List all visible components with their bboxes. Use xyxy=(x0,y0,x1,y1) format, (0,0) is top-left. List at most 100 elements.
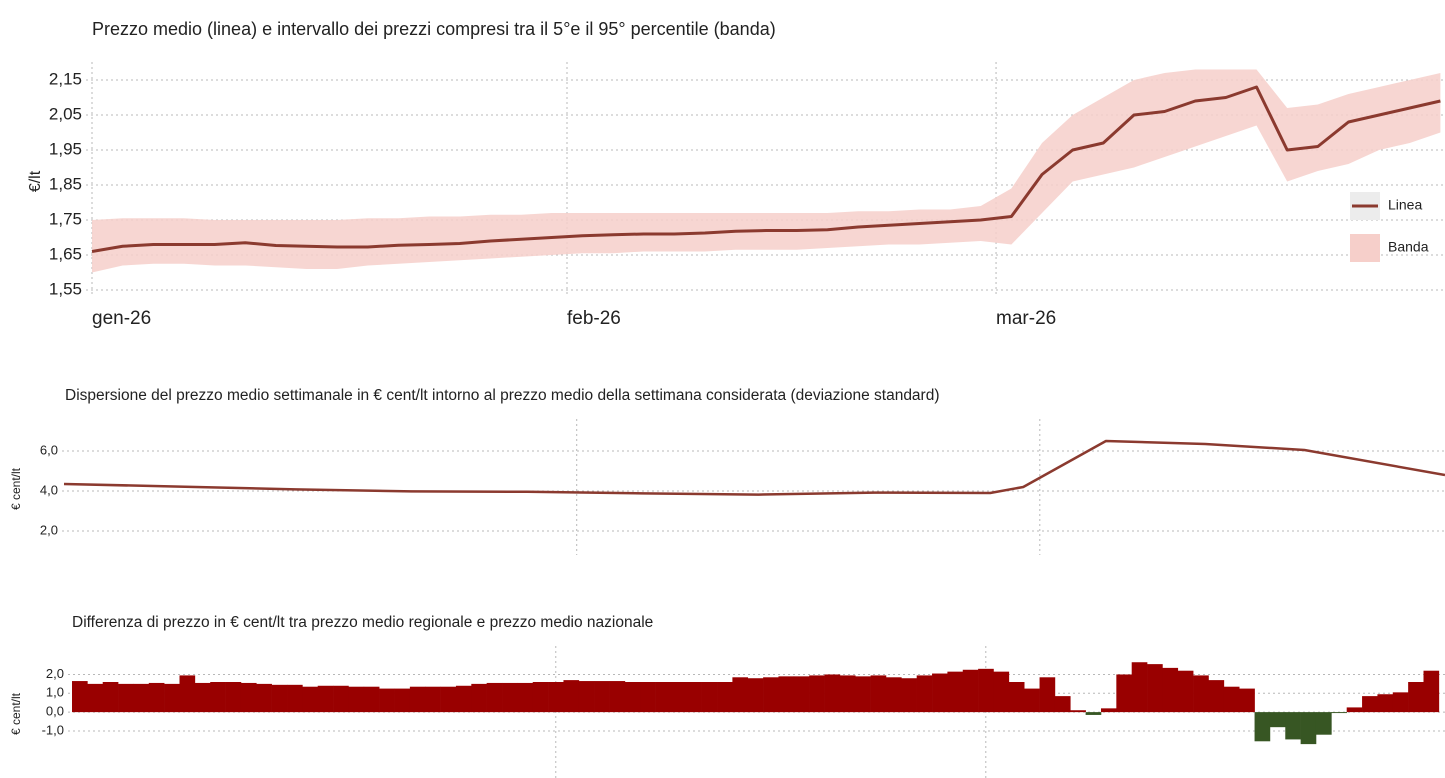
y-tick-label: 1,55 xyxy=(49,279,82,298)
bar xyxy=(1392,692,1409,713)
bar xyxy=(210,682,226,713)
bar xyxy=(256,683,272,713)
bar xyxy=(747,678,764,713)
y-axis-label: € cent/lt xyxy=(9,692,23,735)
bar xyxy=(1116,674,1132,713)
bar xyxy=(455,685,472,713)
bar xyxy=(793,676,810,713)
bar xyxy=(1346,707,1363,713)
bar xyxy=(1039,677,1056,713)
y-tick-label: 1,75 xyxy=(49,209,82,228)
line xyxy=(63,439,1445,496)
y-tick-label: 2,05 xyxy=(49,104,82,123)
y-tick-label: 2,0 xyxy=(40,522,58,537)
bar xyxy=(578,681,595,713)
bar xyxy=(686,682,702,713)
bar xyxy=(763,677,779,713)
legend-label: Banda xyxy=(1388,239,1429,255)
y-tick-label: 1,0 xyxy=(46,685,64,700)
y-tick-label: 1,85 xyxy=(49,174,82,193)
bar xyxy=(1269,712,1286,728)
bar xyxy=(409,686,426,713)
chart-title: Dispersione del prezzo medio settimanale… xyxy=(65,387,940,404)
bar xyxy=(271,684,288,713)
y-tick-label: 0,0 xyxy=(46,704,64,719)
bar xyxy=(317,685,334,713)
bar xyxy=(1070,710,1086,713)
bar xyxy=(1054,696,1071,713)
bar xyxy=(1362,696,1378,713)
y-tick-label: 1,95 xyxy=(49,139,82,158)
bar xyxy=(640,682,656,713)
chart-title: Differenza di prezzo in € cent/lt tra pr… xyxy=(72,614,653,631)
bar xyxy=(1193,675,1209,713)
bar xyxy=(885,677,902,713)
bar xyxy=(164,683,180,713)
bar xyxy=(563,680,580,713)
bar xyxy=(72,681,88,713)
bar xyxy=(839,675,856,713)
bar xyxy=(102,682,119,713)
bar xyxy=(717,682,733,713)
bar xyxy=(302,686,319,713)
bar xyxy=(333,685,349,713)
bar xyxy=(133,683,150,713)
x-tick-label: feb-26 xyxy=(567,308,621,329)
y-tick-label: -1,0 xyxy=(42,722,64,737)
bar xyxy=(394,688,411,713)
bar xyxy=(1208,680,1225,713)
bar xyxy=(932,673,948,713)
bar xyxy=(670,682,687,713)
bar xyxy=(594,681,610,713)
bar xyxy=(194,682,211,713)
bar xyxy=(824,674,841,713)
bar xyxy=(502,682,518,713)
bar xyxy=(993,671,1010,713)
y-tick-label: 6,0 xyxy=(40,442,58,457)
bar xyxy=(1315,712,1332,735)
bar xyxy=(1239,688,1255,713)
bar xyxy=(609,681,626,713)
bar xyxy=(148,682,165,713)
bar xyxy=(1008,682,1025,713)
bar xyxy=(348,686,365,713)
bar xyxy=(855,676,871,713)
bar xyxy=(87,683,104,713)
bar xyxy=(1177,670,1194,713)
bar xyxy=(1100,708,1117,713)
line xyxy=(91,85,1441,253)
bar xyxy=(532,682,549,713)
bar xyxy=(978,668,994,713)
bar xyxy=(1285,712,1301,740)
bar xyxy=(1085,712,1102,715)
legend-swatch xyxy=(1350,234,1380,262)
bar xyxy=(1300,712,1317,745)
bar xyxy=(732,677,749,713)
bar xyxy=(1131,662,1148,713)
bar xyxy=(901,678,917,713)
bar xyxy=(517,682,534,713)
x-tick-label: mar-26 xyxy=(996,308,1056,329)
bar xyxy=(1408,682,1424,713)
bar xyxy=(1024,688,1040,713)
y-tick-label: 2,15 xyxy=(49,69,82,88)
bar xyxy=(287,684,303,713)
bar xyxy=(471,683,487,713)
bar xyxy=(363,686,380,713)
bar xyxy=(1162,667,1179,713)
x-tick-label: gen-26 xyxy=(92,308,151,329)
chart-title: Prezzo medio (linea) e intervallo dei pr… xyxy=(92,19,776,39)
bar xyxy=(225,682,242,713)
bar xyxy=(1254,712,1271,742)
bar xyxy=(1377,694,1394,713)
bar xyxy=(809,675,825,713)
y-axis-label: €/lt xyxy=(27,170,44,192)
legend-label: Linea xyxy=(1388,197,1422,213)
bar xyxy=(379,688,395,713)
y-tick-label: 1,65 xyxy=(49,244,82,263)
bar xyxy=(624,682,641,713)
bar xyxy=(870,675,887,713)
y-tick-label: 2,0 xyxy=(46,666,64,681)
